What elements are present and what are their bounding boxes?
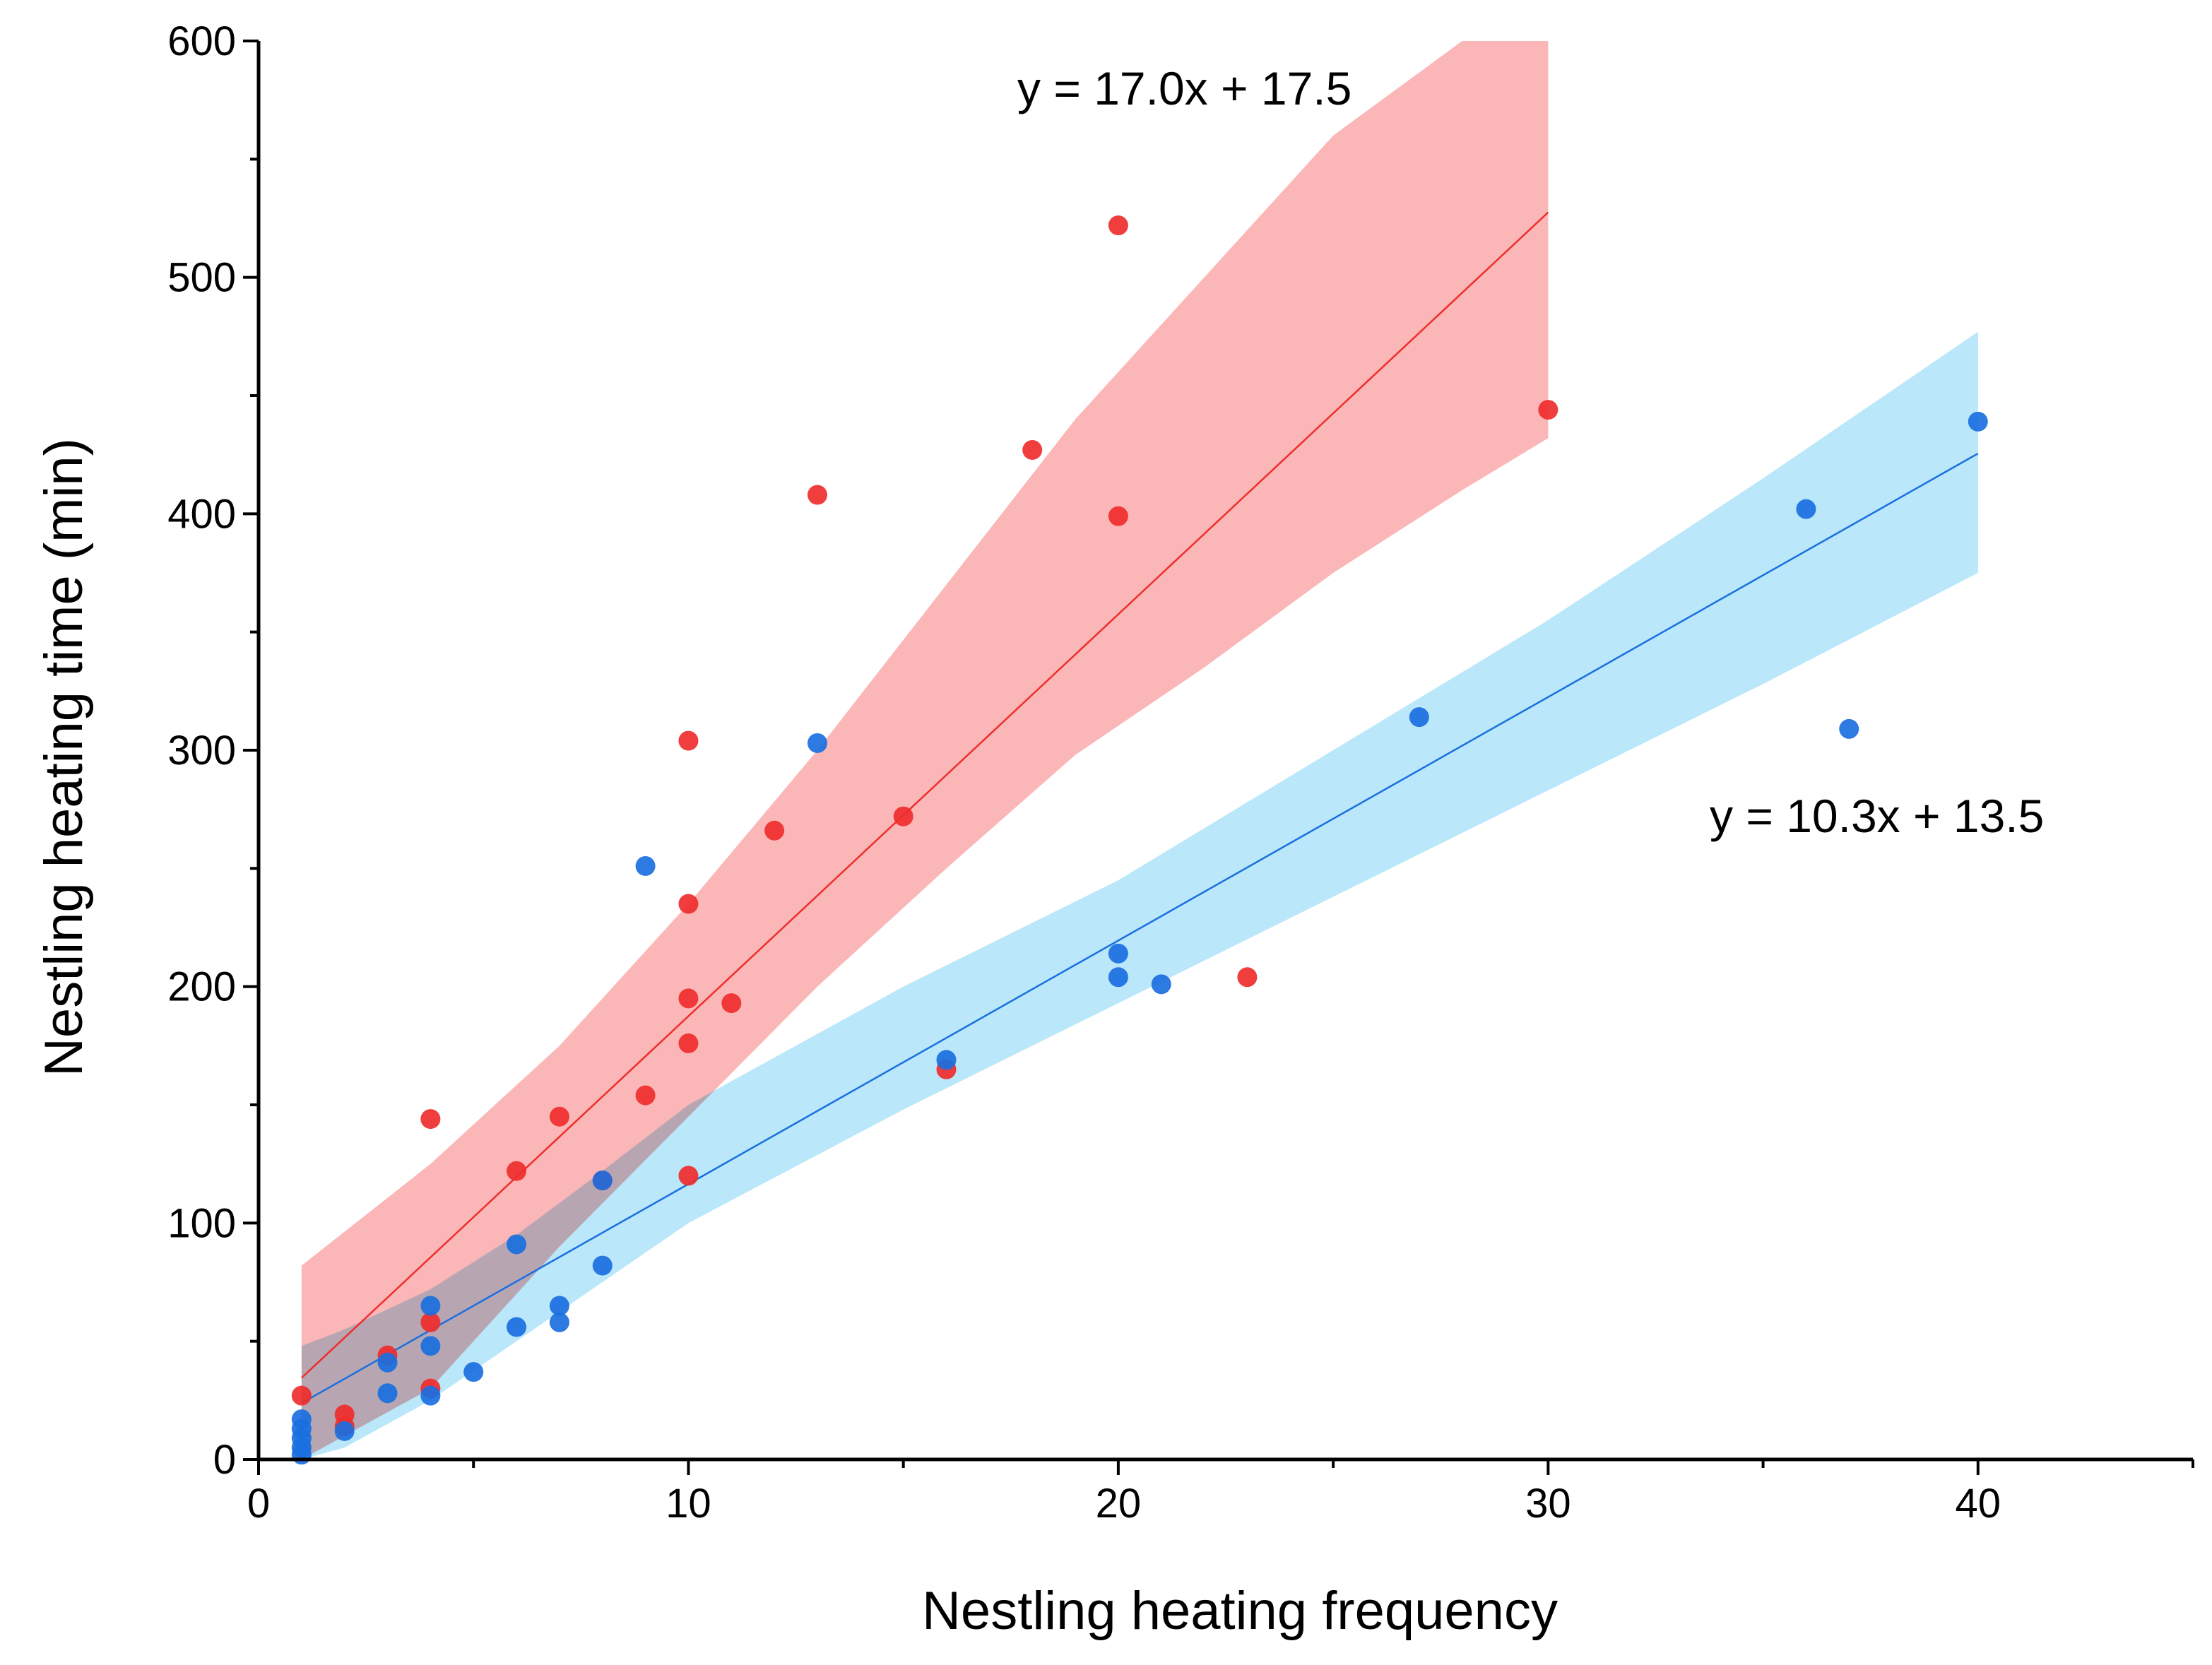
point-blue-10 — [420, 1385, 441, 1406]
point-red-4 — [420, 1109, 441, 1130]
point-blue-8 — [420, 1296, 441, 1316]
x-tick-label-10: 10 — [666, 1481, 711, 1527]
point-blue-25 — [1796, 499, 1816, 519]
fit-line-blue — [301, 452, 1979, 1404]
point-blue-19 — [807, 733, 827, 753]
point-red-18 — [807, 485, 827, 505]
point-blue-26 — [1839, 718, 1859, 739]
chart-labels: y = 17.0x + 17.5 y = 10.3x + 13.5 Nestli… — [34, 62, 2044, 1641]
point-blue-27 — [1968, 411, 1988, 432]
point-blue-6 — [377, 1352, 398, 1373]
point-red-8 — [549, 1106, 569, 1127]
point-red-25 — [1538, 400, 1559, 420]
y-tick-label-400: 400 — [167, 491, 236, 537]
point-red-5 — [420, 1312, 441, 1332]
point-red-11 — [678, 730, 699, 751]
data-points — [291, 215, 1988, 1465]
point-blue-5 — [334, 1421, 355, 1441]
point-blue-23 — [1151, 974, 1171, 995]
point-blue-21 — [1108, 943, 1128, 964]
point-red-12 — [678, 894, 699, 914]
equation-red-label: y = 17.0x + 17.5 — [1017, 62, 1352, 114]
x-axis-title: Nestling heating frequency — [922, 1581, 1558, 1641]
fit-lines — [300, 211, 1979, 1404]
point-blue-22 — [1108, 967, 1128, 988]
point-red-0 — [291, 1385, 312, 1406]
y-tick-label-100: 100 — [167, 1200, 236, 1246]
point-blue-15 — [549, 1312, 569, 1332]
point-red-13 — [678, 988, 699, 1009]
point-blue-24 — [1409, 707, 1429, 728]
point-blue-4 — [291, 1445, 312, 1465]
point-red-21 — [1022, 439, 1043, 460]
point-red-7 — [507, 1161, 527, 1181]
point-blue-7 — [377, 1383, 398, 1404]
point-red-24 — [1237, 967, 1258, 988]
point-blue-9 — [420, 1336, 441, 1356]
point-red-22 — [1108, 215, 1128, 236]
point-blue-17 — [592, 1255, 613, 1276]
y-tick-label-0: 0 — [213, 1437, 236, 1483]
point-blue-13 — [507, 1317, 527, 1337]
point-red-23 — [1108, 506, 1128, 526]
point-blue-18 — [635, 855, 656, 876]
x-tick-label-30: 30 — [1525, 1481, 1571, 1527]
point-red-14 — [678, 1033, 699, 1053]
x-tick-label-0: 0 — [247, 1481, 270, 1527]
point-blue-11 — [463, 1362, 484, 1382]
x-tick-label-40: 40 — [1956, 1481, 2001, 1527]
fit-line-red — [300, 211, 1549, 1379]
point-red-15 — [678, 1166, 699, 1186]
y-tick-label-500: 500 — [167, 255, 236, 301]
point-red-19 — [893, 806, 913, 826]
y-axis-title: Nestling heating time (min) — [34, 438, 94, 1077]
point-blue-20 — [936, 1050, 957, 1070]
y-tick-label-200: 200 — [167, 964, 236, 1010]
equation-blue-label: y = 10.3x + 13.5 — [1710, 790, 2044, 842]
point-blue-16 — [592, 1171, 613, 1191]
confidence-bands — [301, 41, 1978, 1459]
confidence-band-red — [301, 41, 1549, 1459]
point-red-16 — [721, 993, 742, 1014]
confidence-band-blue — [301, 331, 1978, 1459]
point-red-17 — [764, 820, 785, 841]
x-tick-label-20: 20 — [1096, 1481, 1142, 1527]
y-tick-label-600: 600 — [167, 18, 236, 64]
point-blue-12 — [507, 1234, 527, 1255]
point-red-10 — [635, 1085, 656, 1106]
point-blue-14 — [549, 1296, 569, 1316]
y-tick-label-300: 300 — [167, 728, 236, 774]
